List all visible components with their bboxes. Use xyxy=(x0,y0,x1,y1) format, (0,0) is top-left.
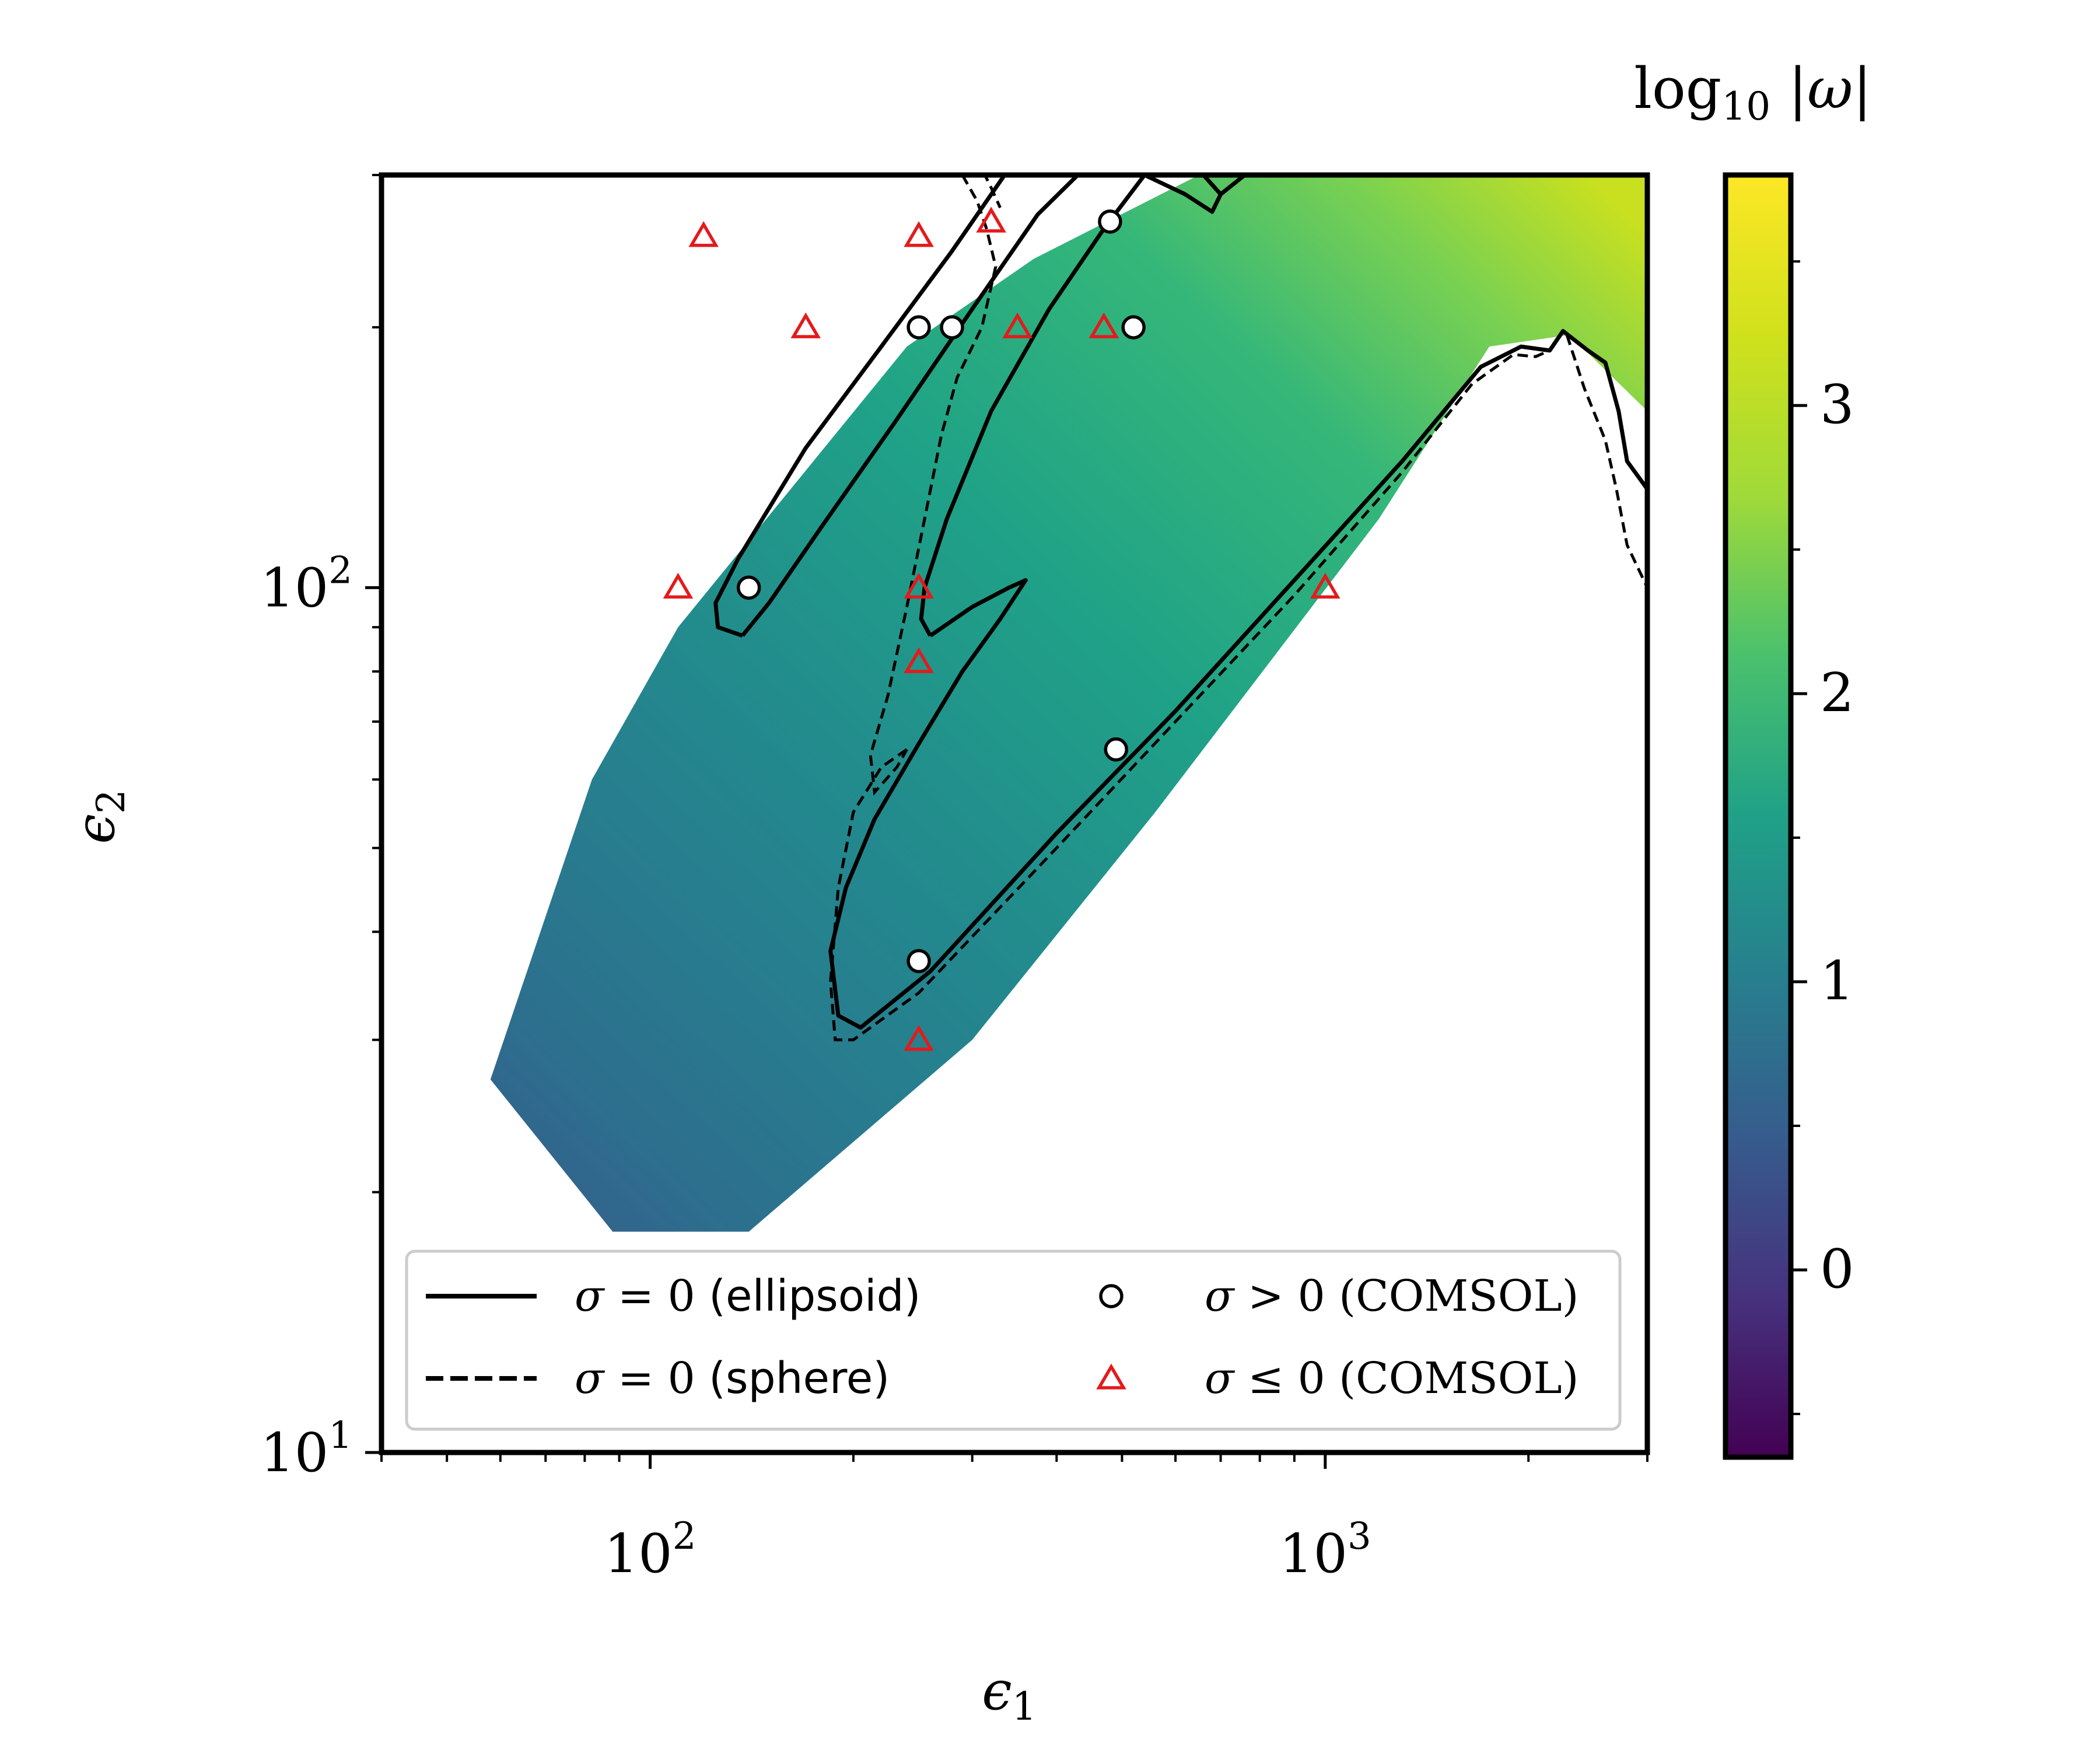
ellipsoid-contour xyxy=(828,329,1647,1030)
comsol-nonpositive-marker xyxy=(663,572,694,599)
comsol-positive-marker xyxy=(1098,209,1122,234)
legend-triangle-icon xyxy=(1096,1363,1126,1390)
x-axis-ticks: 102 103 xyxy=(380,1452,1648,1585)
comsol-positive-marker xyxy=(1121,315,1146,340)
comsol-nonpositive-marker xyxy=(1088,312,1119,338)
legend-circle-icon xyxy=(1099,1284,1124,1308)
y-axis-label: ϵ2 xyxy=(64,789,134,844)
comsol-nonpositive-marker xyxy=(904,1025,934,1051)
comsol-nonpositive-marker xyxy=(688,221,719,247)
comsol-markers xyxy=(663,206,1340,1051)
x-tick-label: 102 xyxy=(604,1515,696,1585)
colorbar-tick-label: 1 xyxy=(1820,950,1854,1012)
comsol-nonpositive-marker xyxy=(904,647,934,673)
comsol-positive-marker xyxy=(1104,737,1129,762)
comsol-positive-marker xyxy=(907,315,931,340)
legend-entry-sphere: σ = 0 (sphere) xyxy=(575,1353,890,1404)
y-axis-ticks: 101 102 xyxy=(260,174,382,1484)
ellipsoid-contour xyxy=(1143,175,1223,214)
legend-entry-comsol-positive: σ > 0 (COMSOL) xyxy=(1205,1271,1578,1321)
legend-entry-comsol-nonpositive: σ ≤ 0 (COMSOL) xyxy=(1205,1353,1578,1404)
sphere-contour xyxy=(869,175,998,796)
sphere-contour xyxy=(829,349,1550,1042)
comsol-nonpositive-marker xyxy=(976,206,1006,233)
x-tick-label: 103 xyxy=(1279,1515,1371,1585)
colorbar-tick-label: 2 xyxy=(1820,662,1854,724)
comsol-nonpositive-marker xyxy=(1002,312,1032,338)
colorbar-gradient xyxy=(1726,175,1791,1457)
comsol-nonpositive-marker xyxy=(904,221,934,247)
comsol-positive-marker xyxy=(940,315,964,340)
colorbar-title: log10 |ω| xyxy=(1634,56,1871,129)
comsol-nonpositive-marker xyxy=(790,312,821,338)
plot-frame xyxy=(379,172,1650,1455)
sphere-contour xyxy=(1565,334,1647,589)
colorbar-tick-label: 0 xyxy=(1820,1238,1854,1300)
svg-text:ϵ2: ϵ2 xyxy=(64,789,134,844)
colorbar-ticks: 0 1 2 3 xyxy=(1791,260,1854,1415)
y-tick-label: 102 xyxy=(260,549,352,619)
legend-entry-ellipsoid: σ = 0 (ellipsoid) xyxy=(575,1271,921,1321)
y-tick-label: 101 xyxy=(260,1414,352,1484)
ellipsoid-contour xyxy=(741,175,1080,637)
sphere-contour xyxy=(983,175,1002,209)
plot-area xyxy=(379,172,1650,1455)
heatmap-region xyxy=(490,175,1647,1232)
ellipsoid-contour xyxy=(713,175,1007,638)
colorbar: 0 1 2 3 log10 |ω| xyxy=(1634,56,1872,1460)
comsol-positive-marker xyxy=(736,575,761,600)
legend-box xyxy=(405,1250,1622,1431)
contour-curves xyxy=(713,175,1647,1042)
x-axis-label: ϵ1 xyxy=(982,1660,1037,1729)
colorbar-frame xyxy=(1723,172,1794,1460)
comsol-nonpositive-marker xyxy=(904,572,934,599)
svg-text:ϵ1: ϵ1 xyxy=(982,1660,1037,1729)
ellipsoid-contour xyxy=(919,175,1146,637)
x-axis-label-symbol: ϵ xyxy=(982,1660,1012,1722)
x-axis-label-sub: 1 xyxy=(1012,1684,1037,1729)
comsol-positive-marker xyxy=(907,949,931,974)
colorbar-tick-label: 3 xyxy=(1820,373,1854,436)
legend: σ = 0 (ellipsoid) σ > 0 (COMSOL) σ = 0 (… xyxy=(405,1250,1622,1431)
y-axis-label-symbol: ϵ xyxy=(64,814,127,844)
y-axis-label-sub: 2 xyxy=(89,789,134,814)
comsol-nonpositive-marker xyxy=(1310,572,1340,599)
ellipsoid-contour xyxy=(1219,175,1247,196)
